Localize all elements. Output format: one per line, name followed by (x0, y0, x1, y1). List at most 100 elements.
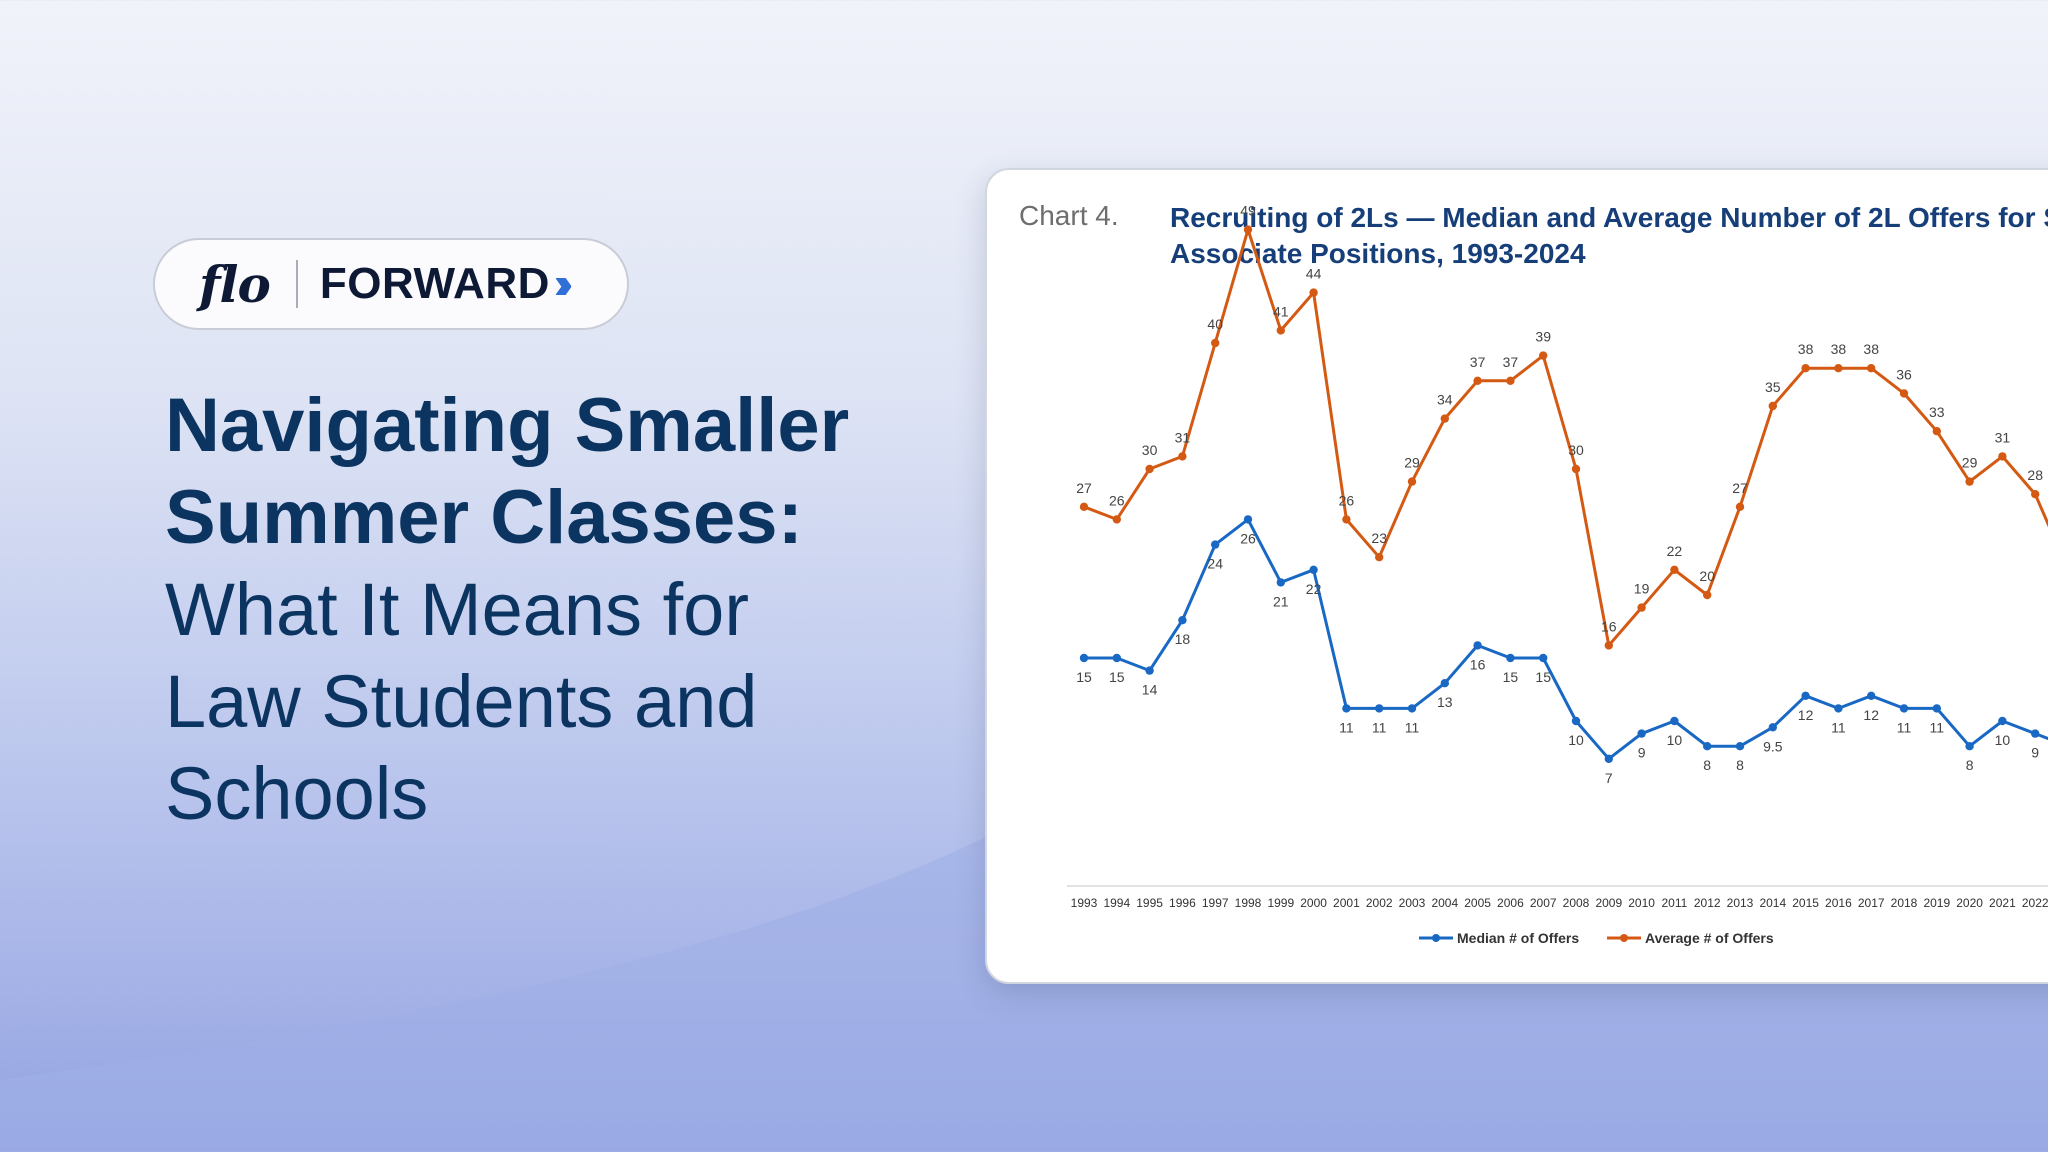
median-data-label: 24 (1207, 556, 1223, 572)
headline-line-5: Schools (165, 752, 429, 835)
x-tick-label: 2000 (1300, 896, 1327, 910)
chart-number: Chart 4. (1019, 200, 1119, 231)
average-point (1735, 502, 1745, 511)
flo-logo: flo (199, 254, 271, 314)
median-data-label: 11 (1405, 719, 1420, 735)
median-data-label: 11 (1372, 719, 1387, 735)
median-point (1703, 742, 1712, 751)
chart-card: Chart 4. Recruiting of 2Ls — Median and … (985, 168, 2048, 984)
median-data-label: 15 (1535, 669, 1551, 685)
median-data-label: 11 (1897, 719, 1912, 735)
headline-line-2: Summer Classes: (165, 475, 803, 560)
median-data-label: 16 (1470, 656, 1486, 672)
x-tick-label: 2022 (2022, 896, 2048, 910)
x-tick-label: 2015 (1792, 896, 1819, 910)
median-point (1735, 742, 1745, 751)
median-point (1407, 704, 1417, 713)
average-data-label: 30 (1142, 442, 1158, 458)
headline: Navigating Smaller Summer Classes: What … (165, 380, 885, 840)
median-data-label: 15 (1503, 669, 1519, 685)
average-data-label: 23 (1371, 530, 1387, 546)
average-data-label: 49 (1240, 203, 1256, 219)
brand-divider (295, 260, 298, 308)
average-point (1243, 225, 1253, 234)
median-data-label: 14 (1142, 682, 1158, 698)
average-point (1375, 553, 1384, 562)
x-tick-label: 2011 (1661, 896, 1687, 910)
average-point (1276, 326, 1285, 335)
legend-median-marker (1432, 934, 1440, 942)
legend-average-label: Average # of Offers (1645, 930, 1774, 946)
average-data-label: 38 (1831, 341, 1847, 357)
average-point (1145, 464, 1154, 474)
brand-pill: flo FORWARD ›› (153, 238, 629, 330)
median-series-line (1084, 517, 2048, 761)
average-data-label: 26 (1109, 492, 1125, 508)
average-point (1768, 401, 1777, 411)
x-tick-label: 1998 (1235, 896, 1262, 910)
legend-median-label: Median # of Offers (1457, 930, 1579, 946)
median-point (1604, 754, 1613, 763)
average-series-line (1083, 228, 2048, 647)
legend-average-marker (1620, 934, 1628, 942)
median-data-label: 10 (1568, 732, 1584, 748)
average-data-label: 19 (1634, 581, 1650, 597)
double-chevron-icon: ›› (553, 259, 574, 308)
average-data-label: 33 (1929, 404, 1945, 420)
average-data-label: 38 (1798, 341, 1814, 357)
x-tick-label: 2021 (1989, 896, 2016, 910)
average-point (1670, 565, 1679, 574)
median-data-label: 15 (1109, 669, 1125, 685)
median-data-label: 9 (2031, 745, 2039, 761)
median-point (1473, 641, 1482, 650)
median-point (1079, 653, 1089, 663)
median-data-label: 8 (1736, 757, 1744, 773)
median-point (1801, 691, 1810, 700)
x-tick-label: 2020 (1956, 896, 1983, 910)
median-point (1506, 653, 1515, 663)
average-data-label: 39 (1535, 329, 1551, 345)
median-point (1998, 716, 2007, 726)
average-data-label: 29 (1404, 455, 1420, 471)
average-point (1079, 502, 1089, 511)
x-tick-label: 2006 (1497, 896, 1524, 910)
average-point (2031, 490, 2040, 499)
chart-title: Recruiting of 2Ls — Median and Average N… (1170, 200, 2048, 272)
headline-line-1: Navigating Smaller (165, 383, 850, 468)
median-data-label: 22 (1306, 581, 1322, 597)
average-point (1867, 364, 1876, 373)
average-point (1801, 364, 1810, 373)
chart-title-line-1: Recruiting of 2Ls — Median and Average N… (1170, 202, 2048, 233)
average-data-label: 27 (1732, 480, 1748, 496)
average-data-label: 31 (1995, 429, 2011, 445)
average-point (1309, 288, 1318, 297)
median-data-label: 7 (1605, 770, 1613, 786)
average-point (1965, 477, 1974, 486)
median-point (1539, 653, 1548, 663)
average-data-label: 26 (1339, 492, 1355, 508)
median-data-label: 9 (1638, 745, 1646, 761)
average-data-label: 16 (1601, 618, 1617, 634)
median-point (1768, 723, 1777, 732)
average-data-label: 27 (1076, 480, 1092, 496)
median-point (1571, 716, 1581, 726)
average-data-label: 28 (2027, 467, 2043, 483)
median-data-label: 10 (1995, 732, 2011, 748)
x-tick-label: 1999 (1267, 896, 1294, 910)
median-data-label: 18 (1175, 631, 1191, 647)
average-point (1506, 376, 1515, 385)
average-point (1899, 389, 1909, 398)
median-data-label: 9.5 (1763, 738, 1783, 754)
x-tick-label: 2017 (1858, 896, 1885, 910)
average-data-label: 34 (1437, 392, 1453, 408)
average-point (1932, 427, 1941, 436)
average-data-label: 35 (1765, 379, 1781, 395)
median-data-label: 26 (1240, 530, 1256, 546)
median-point (1211, 540, 1220, 549)
median-data-label: 8 (1703, 757, 1711, 773)
average-point (1342, 515, 1351, 524)
median-point (1342, 704, 1351, 713)
average-data-label: 30 (1568, 442, 1584, 458)
median-point (1932, 704, 1941, 713)
average-data-label: 41 (1273, 303, 1289, 319)
